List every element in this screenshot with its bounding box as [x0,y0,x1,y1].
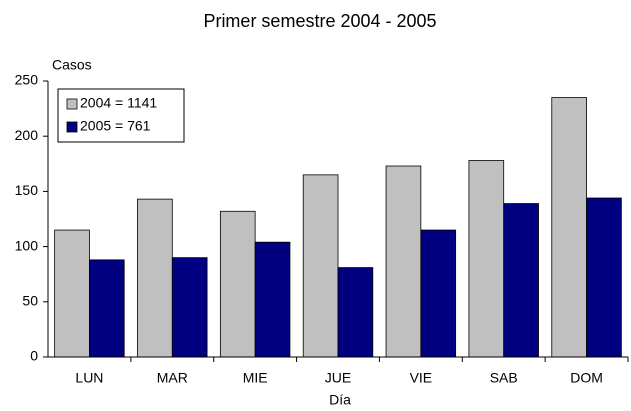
legend-label: 2004 = 1141 [80,95,157,111]
bar [54,229,90,358]
bar [137,198,173,358]
y-tick-label: 50 [22,293,38,309]
bar [420,229,457,358]
x-tick-label: MIE [243,370,268,386]
bar [254,241,291,358]
bar [468,160,505,358]
bar [586,197,622,358]
legend-swatch [66,98,78,110]
x-axis-label: Día [329,392,351,408]
bar [551,97,587,358]
legend-box [57,88,185,143]
x-tick-label: MAR [157,370,188,386]
x-tick-label: VIE [410,370,433,386]
legend-label: 2005 = 761 [80,118,151,134]
bar [302,174,339,358]
y-axis-label: Casos [52,57,92,73]
chart-title: Primer semestre 2004 - 2005 [203,11,436,31]
y-tick-label: 200 [15,127,39,143]
legend-swatch [66,121,78,133]
y-tick-label: 100 [15,237,39,253]
y-tick-label: 0 [30,348,38,364]
y-tick-label: 250 [15,72,39,88]
x-tick-label: JUE [325,370,351,386]
bar [337,267,374,358]
y-tick-label: 150 [15,182,39,198]
bar [503,203,539,358]
bar [89,259,125,358]
bar [385,165,422,358]
x-tick-label: SAB [490,370,518,386]
x-tick-label: LUN [75,370,103,386]
bar [219,210,256,358]
x-tick-label: DOM [570,370,603,386]
bar [171,257,208,358]
